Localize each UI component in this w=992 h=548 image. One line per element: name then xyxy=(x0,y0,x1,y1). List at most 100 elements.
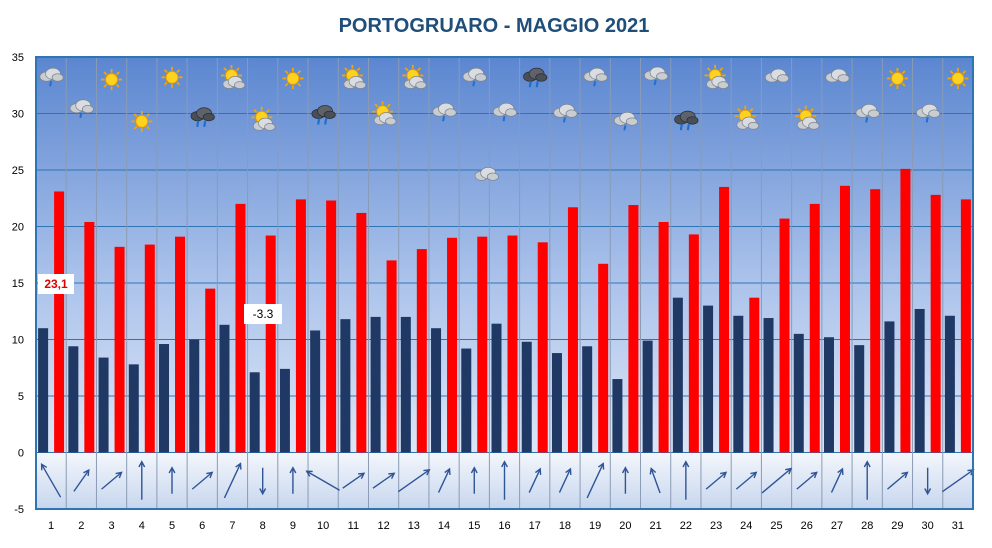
wind-arrow-shaft xyxy=(223,463,242,499)
sun-icon xyxy=(886,67,909,90)
wind-arrow xyxy=(830,467,844,493)
x-tick-label: 5 xyxy=(169,520,175,532)
cloud-rain-light-icon xyxy=(492,102,518,122)
x-tick-label: 27 xyxy=(831,520,843,532)
wind-arrow-head xyxy=(501,460,508,468)
wind-arrow-head xyxy=(138,460,146,468)
y-tick-label: 5 xyxy=(18,391,24,403)
wind-arrow xyxy=(191,471,214,490)
wind-arrow-head xyxy=(621,466,629,474)
wind-arrow-head xyxy=(682,460,690,468)
bar-min xyxy=(189,339,200,453)
bar-min xyxy=(279,368,290,453)
x-tick-label: 11 xyxy=(348,520,359,532)
wind-arrow-shaft xyxy=(650,468,661,494)
wind-arrow-head xyxy=(423,469,431,476)
x-tick-label: 1 xyxy=(48,520,54,532)
wind-arrow xyxy=(501,460,508,500)
wind-arrow xyxy=(761,467,793,494)
bar-min xyxy=(642,340,653,453)
y-tick-label: 0 xyxy=(18,448,24,460)
rain-drop xyxy=(593,81,597,87)
wind-arrow-head xyxy=(720,471,728,479)
bar-min xyxy=(68,346,79,453)
wind-arrow-shaft xyxy=(705,471,727,490)
x-tick-label: 18 xyxy=(559,520,571,532)
bar-max xyxy=(447,237,458,453)
bar-min xyxy=(98,357,109,453)
bar-max xyxy=(295,199,306,453)
x-tick-label: 9 xyxy=(290,520,296,532)
bar-min xyxy=(370,316,381,453)
rain-drop xyxy=(925,117,929,123)
sun-shape xyxy=(161,66,184,89)
bar-min xyxy=(310,330,321,453)
bar-max xyxy=(809,203,820,453)
cloud-rain-light-icon xyxy=(613,111,638,131)
min-label: -3.3 xyxy=(253,307,274,321)
bar-max xyxy=(839,185,850,453)
bar-min xyxy=(703,305,714,453)
wind-arrow-head xyxy=(289,466,297,474)
wind-arrow-shaft xyxy=(796,471,818,490)
wind-arrow xyxy=(558,467,572,493)
bar-max xyxy=(356,212,367,453)
wind-arrow xyxy=(397,469,431,493)
wind-arrow-head xyxy=(40,463,48,471)
cloud-rain-light-icon xyxy=(916,103,941,123)
bar-max xyxy=(54,191,65,453)
bar-max xyxy=(265,235,276,453)
cloud-heavy-rain-icon xyxy=(523,67,548,88)
wind-arrow-shaft xyxy=(558,468,572,493)
bar-series xyxy=(38,168,971,453)
wind-arrow xyxy=(924,467,932,496)
wind-arrow-head xyxy=(235,462,242,470)
bar-max xyxy=(537,242,548,453)
wind-arrow xyxy=(887,471,909,490)
max-label-box: 23,1 xyxy=(38,274,74,294)
wind-arrow-head xyxy=(924,488,932,496)
bar-min xyxy=(823,337,834,453)
bar-max xyxy=(749,297,760,453)
bar-min xyxy=(733,315,744,453)
cloud-heavy-rain-icon xyxy=(311,105,336,125)
x-tick-label: 26 xyxy=(801,520,813,532)
wind-arrow xyxy=(101,471,123,490)
x-tick-label: 25 xyxy=(770,520,782,532)
plot-border xyxy=(35,56,974,510)
wind-arrow-head xyxy=(115,471,123,479)
x-tick-label: 29 xyxy=(891,520,903,532)
wind-arrow-shaft xyxy=(830,468,844,493)
wind-arrow xyxy=(682,460,690,500)
min-label-box: -3.3 xyxy=(244,304,282,324)
bar-min xyxy=(793,333,804,453)
wind-arrow-shaft xyxy=(191,471,213,490)
bar-max xyxy=(598,263,609,453)
rain-drop xyxy=(472,81,476,87)
max-label: 23,1 xyxy=(44,277,68,291)
cloud-rain-light-icon xyxy=(553,103,578,123)
rain-drop xyxy=(562,117,566,123)
wind-arrow xyxy=(796,471,818,490)
x-tick-label: 10 xyxy=(317,520,329,532)
y-tick-label: -5 xyxy=(14,504,24,516)
wind-arrow-head xyxy=(305,470,313,477)
wind-arrow-shaft xyxy=(761,468,792,494)
wind-arrow-shaft xyxy=(372,472,395,489)
wind-arrow-head xyxy=(837,467,844,476)
wind-arrow xyxy=(372,472,396,489)
bar-max xyxy=(326,200,337,453)
bar-min xyxy=(461,348,472,453)
wind-arrow-head xyxy=(649,467,657,475)
rain-drop xyxy=(324,118,328,125)
wind-arrow-shaft xyxy=(586,463,604,499)
sun-shape xyxy=(946,67,969,90)
x-tick-label: 23 xyxy=(710,520,722,532)
bar-min xyxy=(672,297,683,453)
wind-arrow xyxy=(437,467,451,493)
x-tick-label: 3 xyxy=(109,520,115,532)
wind-arrow xyxy=(223,462,242,499)
bar-max xyxy=(930,194,941,453)
x-tick-label: 16 xyxy=(498,520,510,532)
